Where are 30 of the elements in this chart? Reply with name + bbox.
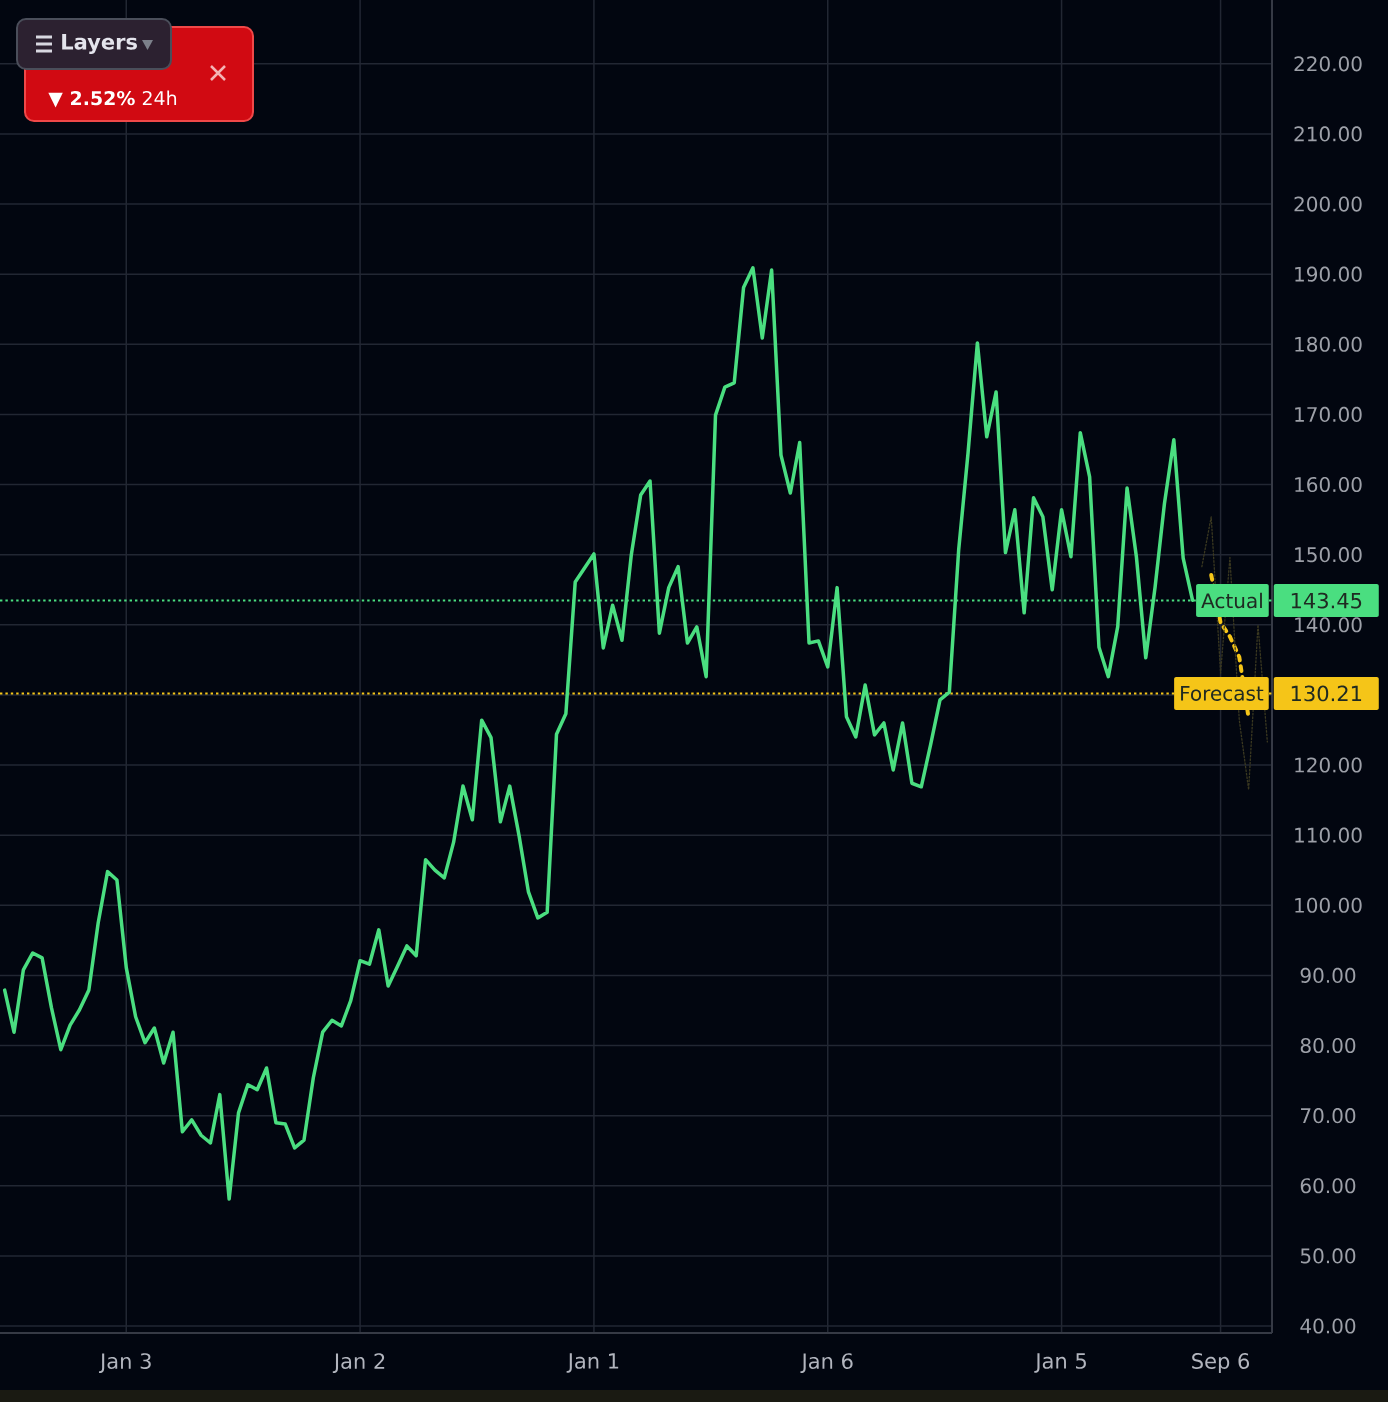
y-tick-label: 80.00: [1300, 1037, 1356, 1054]
y-tick-label: 70.00: [1301, 1108, 1356, 1124]
annotation: Layers: [62, 34, 137, 54]
y-tick-label: 160.00: [1295, 476, 1362, 493]
y-tick-label: 170.00: [1295, 406, 1362, 422]
y-tick-label: 140.00: [1295, 617, 1362, 633]
x-tick-label: Sep 6: [1192, 1353, 1250, 1373]
x-tick-label: Jan 5: [1034, 1353, 1086, 1373]
x-tick-label: Jan 2: [332, 1353, 385, 1373]
ref-line-label: Forecast: [1181, 686, 1264, 701]
y-tick-label: 150.00: [1295, 547, 1362, 563]
x-tick-label: Jan 6: [800, 1353, 853, 1373]
annotation: ▼ 2.52% 24h: [48, 90, 177, 108]
y-tick-label: 110.00: [1295, 827, 1362, 843]
text: 143.45: [1291, 592, 1362, 609]
ref-line-label: Actual: [1201, 592, 1262, 609]
y-tick-label: 50.00: [1300, 1248, 1356, 1264]
x-tick-label: Jan 1: [566, 1353, 619, 1373]
y-tick-label: 180.00: [1295, 336, 1362, 352]
y-tick-label: 90.00: [1300, 967, 1356, 983]
y-tick-label: 210.00: [1294, 126, 1362, 142]
y-tick-label: 60.00: [1300, 1178, 1356, 1194]
text: 130.21: [1291, 685, 1362, 702]
x-tick-label: Jan 3: [98, 1353, 151, 1373]
y-tick-label: 220.00: [1294, 56, 1362, 72]
y-tick-label: 190.00: [1295, 266, 1362, 282]
y-tick-label: 120.00: [1295, 757, 1362, 773]
y-tick-label: 40.00: [1300, 1318, 1356, 1334]
y-tick-label: 200.00: [1294, 196, 1362, 212]
y-tick-label: 100.00: [1295, 897, 1362, 913]
